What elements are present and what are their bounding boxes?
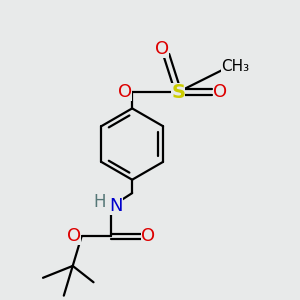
- Text: N: N: [109, 197, 123, 215]
- Text: O: O: [155, 40, 169, 58]
- Text: O: O: [213, 83, 227, 101]
- Text: O: O: [67, 227, 81, 245]
- Text: H: H: [93, 193, 106, 211]
- Text: O: O: [118, 83, 132, 101]
- Text: O: O: [142, 227, 156, 245]
- Text: S: S: [171, 82, 185, 101]
- Text: CH₃: CH₃: [220, 59, 249, 74]
